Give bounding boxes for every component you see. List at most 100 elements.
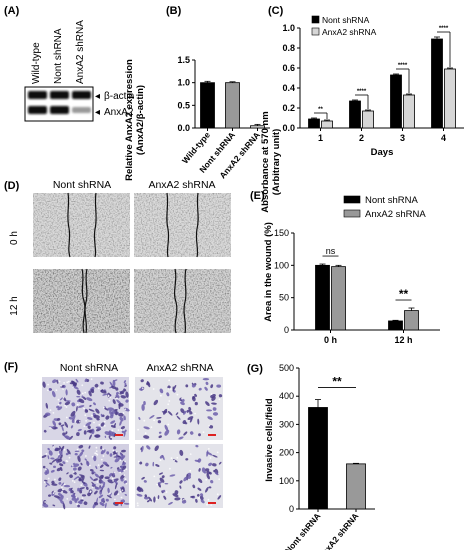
stained-cell — [100, 449, 106, 455]
stained-cell — [87, 492, 92, 497]
membrane-pore — [81, 392, 84, 395]
band-label-actin: β-actin — [104, 91, 134, 102]
stained-cell — [103, 407, 109, 411]
membrane-pore — [205, 478, 208, 481]
stained-cell — [157, 495, 160, 500]
stained-cell — [91, 483, 96, 486]
stained-cell — [58, 401, 62, 405]
stained-cell — [161, 475, 165, 479]
stained-cell — [87, 425, 91, 429]
membrane-pore — [207, 448, 210, 450]
membrane-pore — [111, 429, 114, 432]
y-tick-label: 0 — [284, 325, 289, 335]
membrane-pore — [119, 471, 122, 474]
stained-cell — [210, 480, 214, 484]
stained-cell — [100, 389, 107, 394]
membrane-pore — [83, 407, 85, 410]
membrane-pore — [123, 469, 126, 472]
membrane-pore — [95, 450, 98, 452]
membrane-pore — [95, 446, 98, 449]
stained-cell — [84, 458, 87, 461]
stained-cell — [50, 469, 55, 473]
arrow-icon: ◂ — [95, 107, 100, 118]
membrane-pore — [96, 453, 99, 456]
stained-cell — [141, 476, 145, 480]
membrane-pore — [137, 504, 139, 507]
significance-label: ** — [332, 375, 342, 389]
stained-cell — [181, 499, 187, 504]
stained-cell — [198, 478, 203, 484]
significance-label: ** — [318, 107, 323, 113]
stained-cell — [58, 477, 62, 482]
stained-cell — [212, 463, 217, 467]
membrane-pore — [116, 397, 118, 399]
stained-cell — [155, 464, 160, 467]
membrane-pore — [79, 420, 81, 423]
membrane-pore — [183, 498, 185, 501]
membrane-pore — [44, 501, 47, 503]
y-axis-label-line: Invasive cells/field — [264, 398, 275, 482]
stained-cell — [65, 389, 68, 396]
stained-cell — [120, 426, 125, 430]
x-tick-label: Nont shRNA — [283, 511, 323, 550]
stained-cell — [124, 502, 130, 505]
stained-cell — [180, 401, 185, 406]
bar-nont-shrna — [388, 320, 403, 331]
stained-cell — [144, 496, 149, 500]
stained-cell — [143, 435, 150, 439]
stained-cell — [77, 504, 80, 508]
membrane-pore — [124, 478, 127, 481]
micrograph-anxa2-top — [135, 377, 223, 440]
stained-cell — [69, 474, 73, 478]
membrane-pore — [124, 460, 126, 463]
stained-cell — [190, 495, 195, 498]
row-label-0h: 0 h — [9, 231, 20, 245]
stained-cell — [183, 476, 188, 482]
membrane-pore — [141, 387, 144, 390]
lane-label-nont-shrna: Nont shRNA — [53, 28, 64, 84]
y-axis-label: Area in the wound (%) — [263, 222, 274, 322]
membrane-pore — [114, 498, 116, 501]
stained-cell — [179, 485, 182, 489]
stained-cell — [104, 502, 107, 508]
membrane-pore — [218, 398, 221, 401]
stained-cell — [183, 410, 187, 415]
membrane-pore — [102, 455, 105, 457]
stained-cell — [59, 454, 63, 461]
bar-nont-shrna — [315, 264, 330, 331]
stained-cell — [194, 393, 197, 397]
stained-cell — [143, 426, 150, 430]
stained-cell — [89, 404, 92, 407]
membrane-pore — [167, 387, 170, 390]
lane-label-anxa2-shrna: AnxA2 shRNA — [75, 20, 86, 84]
legend-label: Nont shRNA — [322, 15, 370, 25]
stained-cell — [114, 483, 118, 490]
stained-cell — [70, 410, 76, 417]
membrane-pore — [123, 474, 126, 477]
stained-cell — [81, 494, 87, 497]
membrane-pore — [60, 385, 62, 387]
significance-label: **** — [398, 63, 408, 69]
stained-cell — [51, 390, 56, 398]
bar-nont-shrna — [431, 38, 443, 129]
stained-cell — [210, 384, 214, 389]
stained-cell — [144, 494, 148, 498]
membrane-pore — [84, 391, 87, 394]
stained-cell — [206, 451, 213, 456]
stained-cell — [100, 413, 103, 418]
membrane-pore — [75, 496, 78, 499]
stained-cell — [202, 378, 210, 381]
membrane-pore — [91, 414, 93, 417]
stained-cell — [99, 469, 105, 472]
membrane-pore — [198, 497, 200, 499]
stained-cell — [77, 466, 82, 471]
stained-cell — [64, 421, 69, 428]
stained-cell — [214, 471, 219, 476]
membrane-pore — [210, 504, 213, 506]
stained-cell — [64, 401, 71, 406]
stained-cell — [149, 415, 155, 419]
membrane-pore — [136, 502, 139, 505]
membrane-pore — [125, 482, 128, 485]
stained-cell — [212, 412, 219, 416]
